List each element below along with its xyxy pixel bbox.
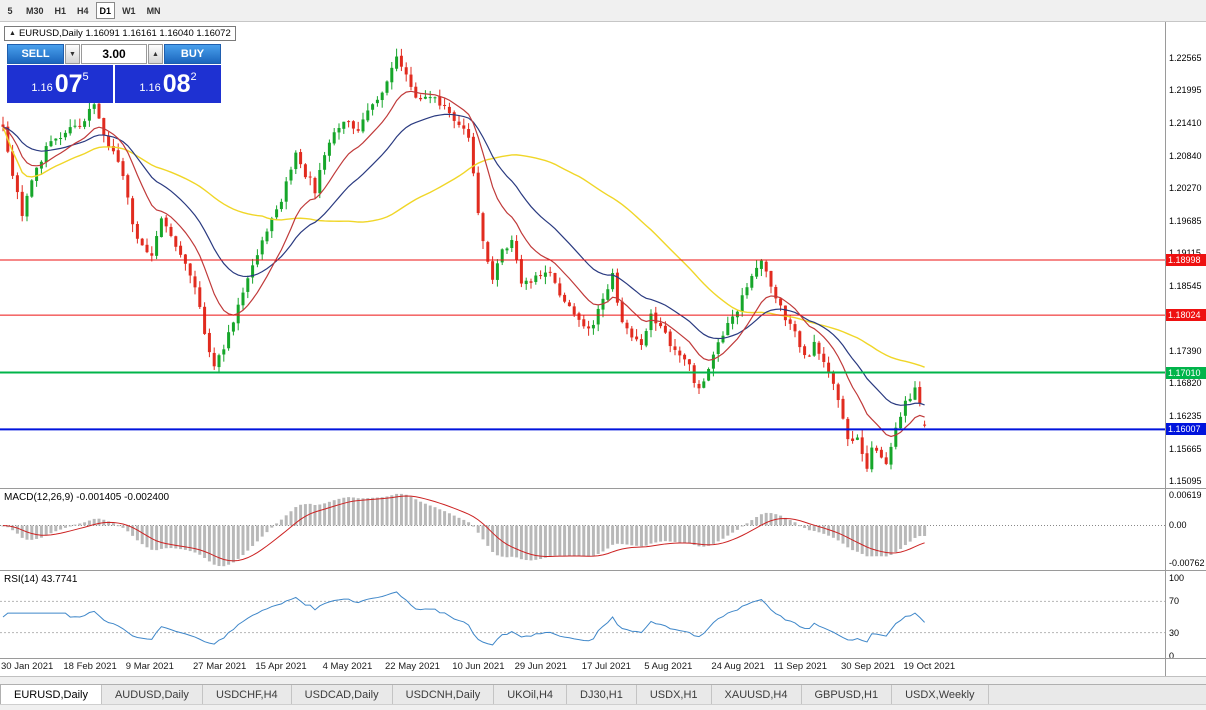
rsi-label: RSI(14) 43.7741 xyxy=(4,574,78,585)
triangle-down-icon: ▼ xyxy=(69,50,76,58)
sell-button[interactable]: SELL xyxy=(7,44,64,64)
price-line-tag: 1.18998 xyxy=(1166,253,1206,266)
date-axis-label: 27 Mar 2021 xyxy=(193,661,247,672)
date-axis-label: 29 Jun 2021 xyxy=(514,661,567,672)
date-axis-label: 30 Sep 2021 xyxy=(841,661,895,672)
triangle-up-icon: ▲ xyxy=(152,50,159,58)
timeframe-button-h1[interactable]: H1 xyxy=(51,2,71,19)
buy-price-main: 1.16 xyxy=(139,82,161,94)
sell-price-display[interactable]: 1.16 07 5 xyxy=(7,65,113,103)
price-axis-label: 1.15095 xyxy=(1169,476,1202,486)
price-axis-label: 1.16820 xyxy=(1169,378,1202,389)
chart-tab-xauusd-h4[interactable]: XAUUSD,H4 xyxy=(712,685,802,704)
bid-ask-display: 1.16 07 5 1.16 08 2 xyxy=(7,65,221,103)
rsi-axis-label: 30 xyxy=(1169,627,1180,638)
date-axis-label: 17 Jul 2021 xyxy=(581,661,631,672)
timeframe-button-d1[interactable]: D1 xyxy=(95,2,116,19)
timeframe-toolbar: 5 M30 H1 H4 D1 W1 MN xyxy=(0,0,1206,22)
chart-tab-ukoil-h4[interactable]: UKOil,H4 xyxy=(494,685,568,704)
timeframe-button-5[interactable]: 5 xyxy=(1,2,19,19)
rsi-axis-label: 70 xyxy=(1169,596,1180,607)
chart-tab-usdx-h1[interactable]: USDX,H1 xyxy=(637,685,712,704)
price-chart[interactable] xyxy=(0,22,1165,488)
lot-size-input[interactable] xyxy=(81,44,147,64)
pane-divider xyxy=(0,658,1206,659)
chart-ohlc-text: EURUSD,Daily 1.16091 1.16161 1.16040 1.1… xyxy=(18,28,231,39)
chart-tab-usdx-weekly[interactable]: USDX,Weekly xyxy=(892,685,989,704)
price-axis-label: 1.18545 xyxy=(1169,280,1202,291)
chart-tab-usdchf-h4[interactable]: USDCHF,H4 xyxy=(203,685,292,704)
lot-increase-button[interactable]: ▲ xyxy=(148,44,163,64)
macd-axis-label: 0.00619 xyxy=(1169,490,1202,500)
macd-indicator-chart[interactable] xyxy=(0,489,1165,570)
macd-axis-label: 0.00 xyxy=(1169,520,1187,531)
pane-divider[interactable] xyxy=(0,570,1206,571)
date-axis-label: 30 Jan 2021 xyxy=(1,661,54,672)
chart-workspace: ▲ EURUSD,Daily 1.16091 1.16161 1.16040 1… xyxy=(0,22,1206,676)
macd-label: MACD(12,26,9) -0.001405 -0.002400 xyxy=(4,492,170,503)
horizontal-scrollbar[interactable] xyxy=(0,676,1206,684)
price-axis-label: 1.21995 xyxy=(1169,85,1202,96)
price-axis-label: 1.19115 xyxy=(1169,248,1201,258)
date-axis-label: 10 Jun 2021 xyxy=(452,661,505,672)
date-axis-label: 4 May 2021 xyxy=(322,661,373,672)
sell-price-main: 1.16 xyxy=(31,82,53,94)
price-axis-label: 1.15665 xyxy=(1169,443,1202,454)
sell-price-point: 5 xyxy=(82,71,89,83)
chart-ohlc-box: ▲ EURUSD,Daily 1.16091 1.16161 1.16040 1… xyxy=(4,26,236,41)
pane-divider[interactable] xyxy=(0,488,1206,489)
status-strip xyxy=(0,704,1206,710)
sell-price-pips: 07 xyxy=(54,70,83,98)
date-axis-label: 18 Feb 2021 xyxy=(63,661,117,672)
price-axis-label: 1.22565 xyxy=(1169,53,1202,63)
rsi-axis-label: 100 xyxy=(1169,573,1185,583)
one-click-trading-panel: SELL ▼ ▲ BUY 1.16 07 5 1.16 08 2 xyxy=(7,44,221,103)
price-axis-label: 1.20840 xyxy=(1169,150,1202,161)
chart-tab-gbpusd-h1[interactable]: GBPUSD,H1 xyxy=(802,685,893,704)
chart-tab-usdcad-daily[interactable]: USDCAD,Daily xyxy=(292,685,393,704)
price-line-tag: 1.17010 xyxy=(1166,366,1206,379)
price-line-tag: 1.18024 xyxy=(1166,309,1206,322)
symbol-marker-icon: ▲ xyxy=(9,30,16,37)
price-axis-label: 1.20270 xyxy=(1169,182,1202,193)
rsi-indicator-chart[interactable] xyxy=(0,571,1165,658)
timeframe-button-mn[interactable]: MN xyxy=(143,2,165,19)
chart-tab-eurusd-daily[interactable]: EURUSD,Daily xyxy=(0,685,102,704)
timeframe-button-w1[interactable]: W1 xyxy=(118,2,140,19)
date-axis-label: 5 Aug 2021 xyxy=(644,661,693,672)
date-axis-label: 19 Oct 2021 xyxy=(903,661,956,672)
buy-button[interactable]: BUY xyxy=(164,44,221,64)
time-axis: 30 Jan 2021 18 Feb 2021 9 Mar 2021 27 Mar 2… xyxy=(0,658,1165,676)
timeframe-button-h4[interactable]: H4 xyxy=(73,2,93,19)
price-axis: 1.22565 1.21995 1.21410 1.20840 1.20270 1.196… xyxy=(1165,22,1206,676)
rsi-axis-label: 0 xyxy=(1169,651,1175,661)
chart-tabs-bar: EURUSD,Daily AUDUSD,Daily USDCHF,H4 USDCAD,… xyxy=(0,684,1206,704)
buy-price-pips: 08 xyxy=(162,70,191,98)
date-axis-label: 11 Sep 2021 xyxy=(773,661,827,672)
price-axis-label: 1.16235 xyxy=(1169,411,1202,422)
trade-controls-row: SELL ▼ ▲ BUY xyxy=(7,44,221,64)
price-axis-label: 1.21410 xyxy=(1169,118,1202,129)
chart-tab-dj30-h1[interactable]: DJ30,H1 xyxy=(567,685,637,704)
buy-price-display[interactable]: 1.16 08 2 xyxy=(115,65,221,103)
date-axis-label: 22 May 2021 xyxy=(385,661,440,672)
price-line-tag: 1.16007 xyxy=(1166,423,1206,436)
chart-tab-usdcnh-daily[interactable]: USDCNH,Daily xyxy=(393,685,495,704)
timeframe-button-m30[interactable]: M30 xyxy=(22,2,48,19)
date-axis-label: 15 Apr 2021 xyxy=(255,661,307,672)
date-axis-label: 24 Aug 2021 xyxy=(711,661,765,672)
price-axis-label: 1.19685 xyxy=(1169,216,1202,227)
date-axis-label: 9 Mar 2021 xyxy=(125,661,174,672)
buy-price-point: 2 xyxy=(190,71,197,83)
macd-axis-label: -0.00762 xyxy=(1169,558,1205,568)
price-axis-label: 1.17390 xyxy=(1169,346,1202,357)
lot-decrease-button[interactable]: ▼ xyxy=(65,44,80,64)
chart-tab-audusd-daily[interactable]: AUDUSD,Daily xyxy=(102,685,203,704)
